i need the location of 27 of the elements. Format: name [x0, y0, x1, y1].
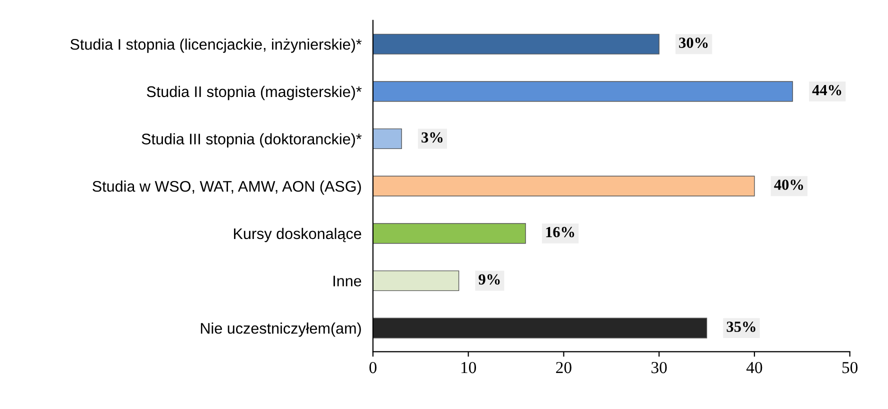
data-label: 30%: [679, 38, 708, 48]
y-tick-label: Studia w WSO, WAT, AMW, AON (ASG): [92, 180, 361, 195]
data-label: 35%: [726, 322, 756, 332]
bar: [372, 318, 708, 338]
bar: [372, 270, 460, 292]
y-tick-label: Inne: [334, 276, 362, 286]
x-tick-label: 0: [369, 362, 376, 374]
bar: [372, 34, 660, 54]
y-tick-label: Studia III stopnia (doktoranckie)*: [142, 133, 362, 148]
data-label: 40%: [774, 180, 804, 190]
bar: [372, 223, 526, 244]
y-tick-label: Kursy doskonalące: [234, 228, 362, 242]
y-tick-label: Nie uczestniczyłem(am): [200, 322, 361, 337]
x-tick-label: 30: [652, 362, 667, 374]
bar: [372, 81, 793, 102]
x-tick-label: 10: [461, 362, 476, 374]
y-tick-label: Studia I stopnia (licencjackie, inżynierskie)*: [70, 38, 362, 53]
data-label: 16%: [546, 226, 574, 238]
data-label: 9%: [478, 274, 500, 285]
y-tick-label: Studia II stopnia (magisterskie)*: [146, 86, 362, 100]
bar: [372, 128, 402, 150]
x-tick-label: 40: [746, 362, 762, 374]
data-label: 3%: [422, 132, 442, 143]
x-tick-label: 20: [556, 362, 572, 374]
x-tick-label: 50: [842, 362, 858, 374]
data-label: 44%: [812, 84, 842, 96]
bar: [372, 176, 755, 196]
